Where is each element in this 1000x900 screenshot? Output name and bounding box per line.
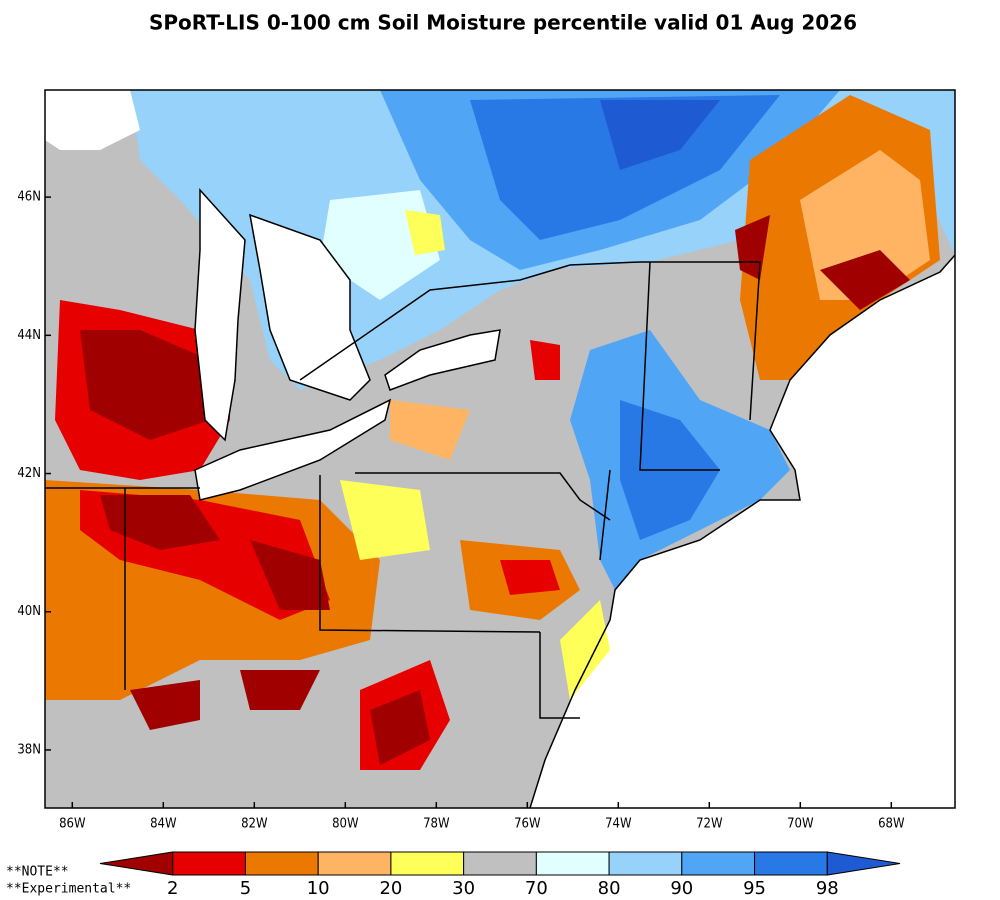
y-tick-label: 38N [17,742,41,757]
colorbar-swatch [681,851,756,876]
colorbar-label: 80 [598,878,621,899]
map-frame [44,89,956,809]
region-maine-mod [800,150,930,300]
note: **Experimental** [6,882,131,897]
x-tick-label: 82W [241,817,268,832]
region-mi-extreme [80,330,210,440]
y-tick-label: 44N [17,328,41,343]
lake-ontario [384,329,501,391]
region-nh-extreme [735,215,770,280]
colorbar: 2 5 10 20 30 70 80 90 95 98 [99,851,901,899]
x-tick-label: 68W [878,817,905,832]
y-tick-label: 40N [17,604,41,619]
colorbar-swatch [244,851,319,876]
y-tick-label: 46N [17,190,41,205]
colorbar-swatch [317,851,392,876]
region-yellow [340,480,610,700]
colorbar-swatch [826,851,901,876]
colorbar-label: 98 [816,878,839,899]
colorbar-swatch [535,851,610,876]
colorbar-label: 95 [743,878,766,899]
colorbar-label: 90 [670,878,693,899]
map-field [45,90,955,808]
region-dry-spot [405,210,445,255]
region-maine-extreme [820,250,910,310]
lake-erie [194,398,392,501]
colorbar-swatch [608,851,683,876]
region-extreme-wet [600,100,720,170]
x-tick-label: 70W [787,817,814,832]
title: SPoRT-LIS 0-100 cm Soil Moisture percent… [149,11,857,35]
colorbar-swatch [463,851,537,876]
region-ny-mod [390,400,470,460]
x-tick-label: 74W [605,817,632,832]
lake-superior [45,90,140,150]
x-tick-label: 84W [150,817,177,832]
colorbar-label: 30 [452,878,475,899]
colorbar-label: 5 [240,878,251,899]
colorbar-swatch [99,851,174,876]
x-tick-label: 78W [423,817,450,832]
region-oh-extreme [100,495,330,610]
note: **NOTE** [6,865,69,880]
borders [45,261,761,719]
y-tick-label: 42N [17,466,41,481]
colorbar-swatch [754,851,828,876]
x-tick-label: 80W [332,817,359,832]
region-wv-extreme [130,670,320,730]
x-tick-label: 72W [696,817,723,832]
lake-huron [249,213,371,401]
colorbar-label: 70 [525,878,548,899]
region-va-extreme [370,690,430,765]
x-tick-label: 76W [514,817,541,832]
colorbar-swatch [390,851,465,876]
x-tick-label: 86W [59,817,86,832]
lake-michigan-huron-west [194,188,246,442]
region-pa-drier [500,340,560,595]
colorbar-label: 2 [167,878,178,899]
colorbar-label: 10 [307,878,330,899]
colorbar-swatch [172,851,246,876]
coastline [529,254,955,808]
colorbar-label: 20 [379,878,402,899]
